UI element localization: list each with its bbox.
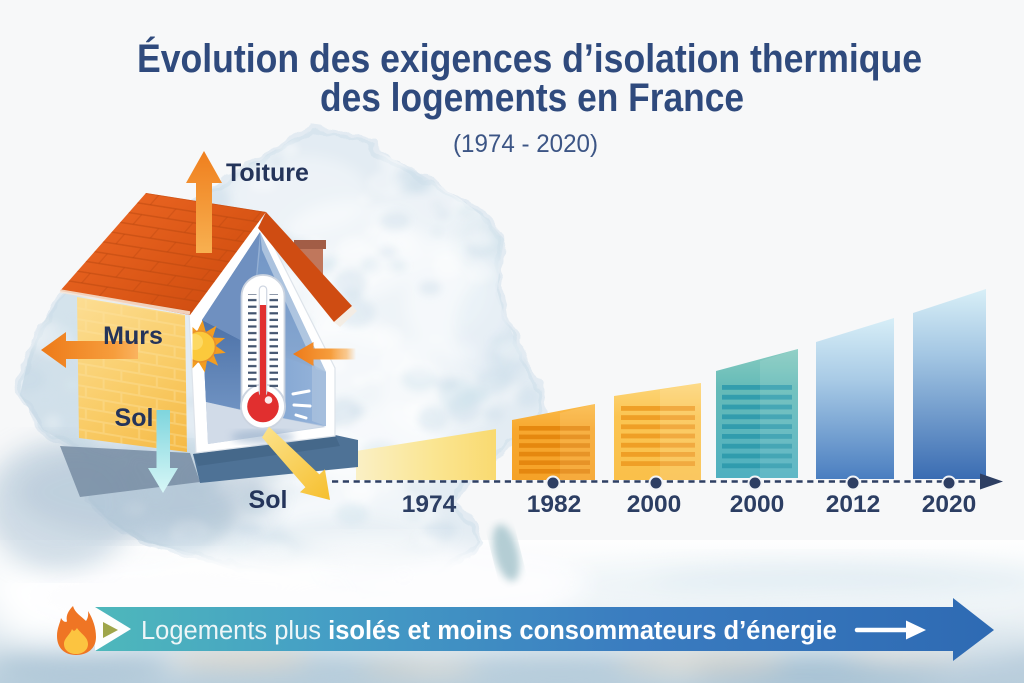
svg-text:Logements plus isolés et moins: Logements plus isolés et moins consommat… — [141, 617, 837, 645]
svg-text:Sol: Sol — [249, 486, 288, 514]
svg-text:Toiture: Toiture — [226, 159, 309, 187]
svg-text:2012: 2012 — [826, 491, 881, 518]
svg-text:1982: 1982 — [527, 491, 582, 518]
svg-text:Sol: Sol — [115, 404, 154, 432]
svg-text:2000: 2000 — [627, 491, 682, 518]
svg-text:2020: 2020 — [922, 491, 977, 518]
svg-text:(1974 - 2020): (1974 - 2020) — [453, 130, 598, 158]
svg-text:1974: 1974 — [402, 491, 457, 518]
svg-text:des logements en France: des logements en France — [320, 76, 744, 120]
svg-text:Évolution des exigences d’isol: Évolution des exigences d’isolation ther… — [137, 36, 922, 81]
svg-text:Murs: Murs — [103, 322, 163, 350]
svg-text:2000: 2000 — [730, 491, 785, 518]
